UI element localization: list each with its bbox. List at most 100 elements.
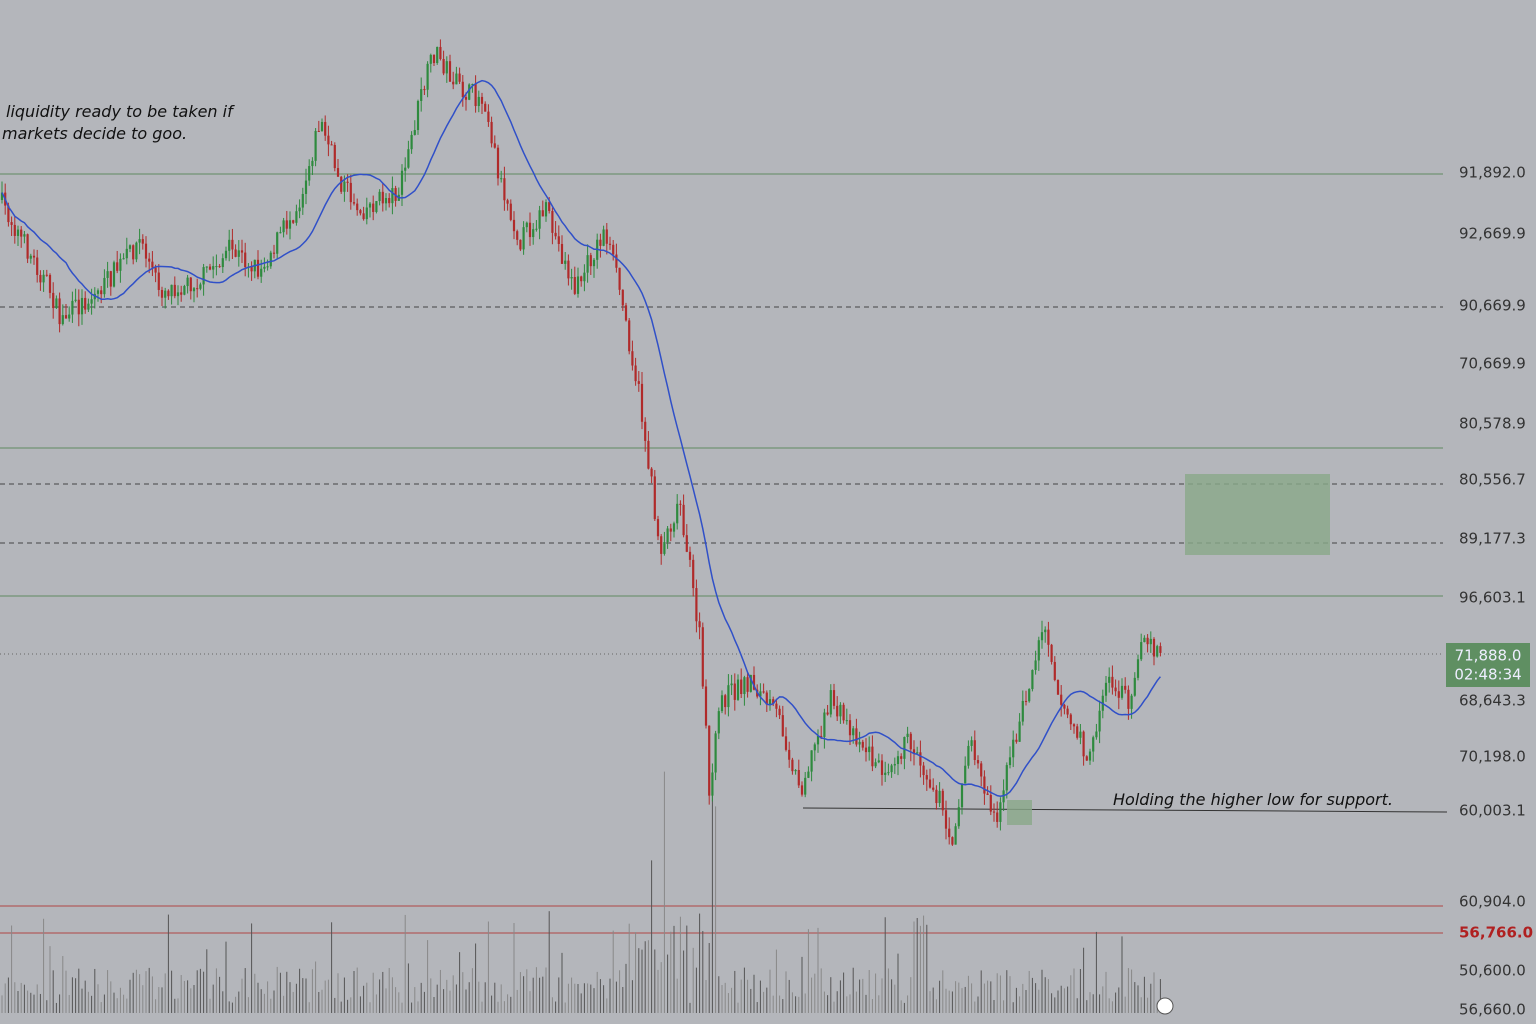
candle-body <box>266 266 269 268</box>
candle-body <box>839 704 842 717</box>
candle-body <box>893 764 896 766</box>
candle-body <box>39 274 42 283</box>
candle-body <box>1127 689 1130 709</box>
candle-body <box>42 274 45 283</box>
candle-body <box>407 149 410 168</box>
candle-body <box>823 712 826 737</box>
candle-body <box>762 691 765 693</box>
candle-body <box>672 523 676 532</box>
candle-body <box>256 259 260 277</box>
candle-body <box>925 775 928 780</box>
candle-body <box>122 258 125 260</box>
candle-body <box>52 292 55 309</box>
candle-body <box>996 812 999 822</box>
candle-body <box>439 46 442 59</box>
candle-body <box>84 297 87 310</box>
candle-body <box>1044 629 1047 633</box>
candle-body <box>1072 724 1076 727</box>
candle-body <box>106 271 109 278</box>
candle-body <box>973 740 976 761</box>
candle-body <box>733 683 736 700</box>
candle-body <box>660 536 663 554</box>
candle-body <box>1124 685 1127 690</box>
replay-icon[interactable] <box>1156 997 1174 1015</box>
candle-body <box>522 227 525 250</box>
candle-body <box>391 188 394 204</box>
candle-body <box>788 749 791 760</box>
candle-body <box>1053 661 1056 680</box>
candle-body <box>1111 676 1114 688</box>
support-zone <box>1007 800 1032 825</box>
candle-body <box>308 166 311 181</box>
candle-body <box>404 167 407 171</box>
support-line <box>802 807 1448 813</box>
candle-body <box>928 779 932 788</box>
candle-body <box>650 468 653 477</box>
candle-body <box>324 121 327 136</box>
candle-body <box>727 685 730 708</box>
candle-body <box>688 551 692 560</box>
candle-body <box>480 96 484 104</box>
candle-body <box>212 266 215 270</box>
candle-body <box>1015 739 1018 742</box>
candle-body <box>384 198 388 204</box>
candle-body <box>967 745 970 766</box>
candle-body <box>640 383 644 422</box>
candle-body <box>173 284 176 297</box>
candle-body <box>564 260 567 264</box>
candle-body <box>724 695 727 708</box>
candle-body <box>429 54 432 64</box>
candle-body <box>960 783 964 808</box>
candle-body <box>855 728 858 745</box>
candle-body <box>1143 637 1146 643</box>
candle-body <box>1076 726 1079 738</box>
candle-body <box>484 103 487 112</box>
candle-body <box>237 250 240 257</box>
candle-body <box>420 89 423 101</box>
candle-body <box>215 266 218 268</box>
candle-body <box>269 252 272 267</box>
candle-body <box>970 740 973 746</box>
candle-body <box>442 58 445 74</box>
candle-body <box>1063 704 1066 709</box>
candle-body <box>1024 700 1028 702</box>
candle-body <box>532 229 535 238</box>
candle-body <box>698 621 701 628</box>
candle-body <box>375 201 378 212</box>
candle-body <box>260 268 263 277</box>
candle-body <box>836 705 839 717</box>
candle-body <box>128 245 132 249</box>
candle-body <box>109 271 112 287</box>
candle-body <box>176 292 180 297</box>
candle-body <box>903 736 906 759</box>
candle-body <box>864 747 868 753</box>
candle-body <box>276 232 279 254</box>
candle-body <box>1085 756 1088 761</box>
candle-body <box>317 130 320 132</box>
candle-body <box>919 752 922 766</box>
candle-body <box>1095 731 1098 738</box>
candle-body <box>676 503 679 524</box>
candle-body <box>880 760 884 775</box>
candle-body <box>512 219 516 232</box>
annotation: Holding the higher low for support. <box>1113 790 1393 809</box>
current-price-box <box>1446 643 1530 687</box>
candle-body <box>295 211 298 223</box>
candle-body <box>909 733 912 750</box>
candle-body <box>772 699 775 704</box>
candle-body <box>58 298 61 325</box>
candle-body <box>580 276 583 282</box>
candle-body <box>365 207 368 220</box>
price-label: 60,003.1 <box>1459 802 1526 820</box>
candle-body <box>848 720 852 736</box>
candle-body <box>820 735 823 737</box>
candle-body <box>1079 731 1082 738</box>
candle-body <box>298 207 301 212</box>
countdown: 02:48:34 <box>1454 666 1521 684</box>
candle-body <box>589 255 592 267</box>
candle-body <box>775 703 778 709</box>
candle-body <box>77 299 80 315</box>
price-label: 91,892.0 <box>1459 164 1526 182</box>
candle-body <box>900 756 903 759</box>
